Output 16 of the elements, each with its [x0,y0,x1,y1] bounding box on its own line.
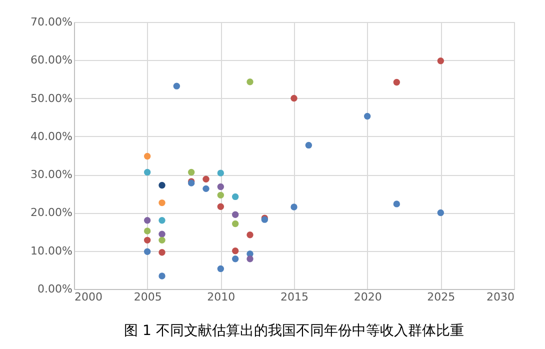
x-tick-label: 2015 [280,290,308,304]
y-tick-label: 60.00% [30,54,72,67]
x-tick-label: 2000 [74,290,102,304]
x-tick-label: 2005 [134,290,162,304]
y-tick-label: 10.00% [30,244,72,258]
y-tick-label: 40.00% [30,130,72,143]
x-tick-label: 2025 [427,290,456,304]
y-tick-label: 0.00% [38,282,72,296]
text: 图 1 不同文献估算出的我国不同年份中等收入群体比重 [124,323,464,339]
y-tick-label: 70.00% [30,16,72,28]
y-tick-label: 30.00% [30,168,72,182]
x-tick-label: 2030 [486,290,514,304]
x-tick-label: 2010 [207,290,236,304]
y-tick-label: 20.00% [30,206,72,220]
y-tick-label: 50.00% [30,92,72,105]
x-tick-label: 2020 [354,290,382,304]
